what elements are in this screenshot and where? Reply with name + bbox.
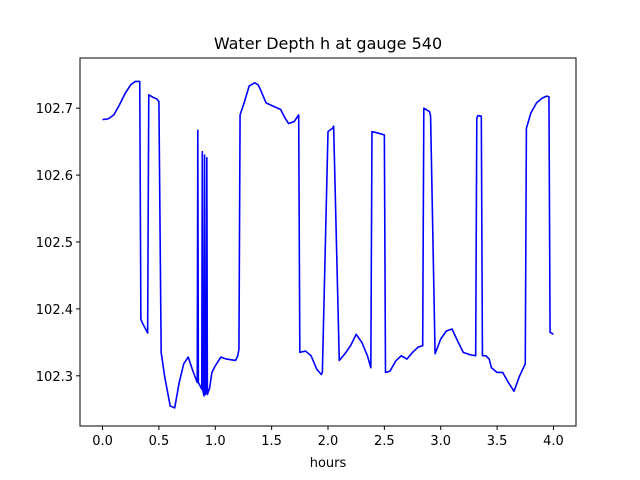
series-line-0 — [102, 80, 554, 409]
x-tick-label: 3.5 — [487, 434, 508, 449]
x-tick-label: 2.0 — [318, 434, 339, 449]
x-axis-label: hours — [310, 456, 347, 471]
plot-area — [102, 80, 554, 409]
y-tick-label: 102.7 — [36, 102, 73, 117]
x-tick-label: 1.0 — [205, 434, 226, 449]
y-tick-label: 102.3 — [36, 370, 73, 385]
x-axis: 0.0 0.5 1.0 1.5 2.0 2.5 3.0 3.5 4.0 — [92, 426, 564, 449]
x-tick-label: 2.5 — [374, 434, 395, 449]
plot-frame — [79, 57, 577, 427]
y-axis: 102.3 102.4 102.5 102.6 102.7 — [36, 102, 80, 385]
x-tick-label: 1.5 — [261, 434, 282, 449]
x-tick-label: 0.0 — [92, 434, 113, 449]
chart-title: Water Depth h at gauge 540 — [214, 34, 442, 53]
y-tick-label: 102.5 — [36, 236, 73, 251]
y-tick-label: 102.4 — [36, 303, 73, 318]
x-tick-label: 3.0 — [430, 434, 451, 449]
x-tick-label: 0.5 — [149, 434, 170, 449]
y-tick-label: 102.6 — [36, 169, 73, 184]
x-tick-label: 4.0 — [543, 434, 564, 449]
